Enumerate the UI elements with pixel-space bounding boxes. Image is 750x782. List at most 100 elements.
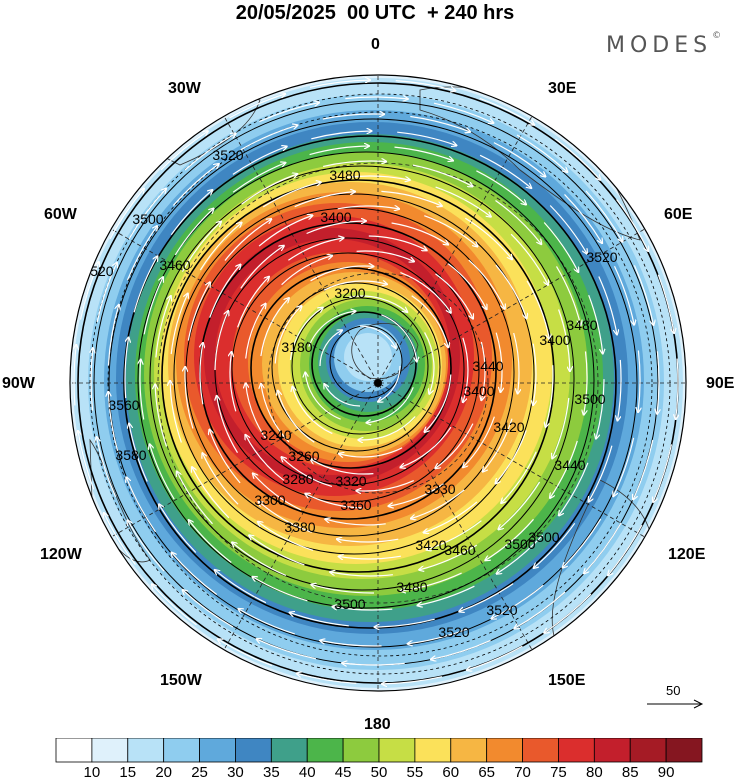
colorbar-swatch-1 [91, 738, 129, 763]
colorbar-tick-9: 55 [406, 764, 424, 781]
streamline-34 [357, 480, 415, 491]
streamline-194 [104, 513, 136, 565]
temp-contour-1 [107, 111, 653, 657]
streamline-96 [322, 161, 386, 167]
streamline-65 [337, 539, 399, 542]
streamline-148 [638, 350, 640, 412]
streamline-171 [342, 663, 405, 665]
streamline-152 [408, 628, 468, 644]
streamline-36 [230, 352, 237, 412]
streamline-19 [311, 459, 374, 475]
streamline-142 [170, 190, 212, 236]
streamline-172 [257, 639, 317, 660]
streamline-14 [278, 391, 315, 443]
meridian-150 [217, 105, 539, 661]
streamline-103 [401, 572, 462, 591]
streamline-7 [381, 314, 416, 362]
streamline-104 [312, 585, 375, 594]
streamline-135 [375, 618, 435, 627]
streamline-114 [588, 294, 603, 353]
streamline-32 [481, 341, 486, 400]
contour-label-33: 3580 [115, 447, 146, 463]
colorbar-tick-13: 75 [550, 764, 567, 781]
streamline-88 [499, 481, 541, 529]
colorbar-swatch-8 [342, 738, 380, 763]
streamline-166 [657, 351, 659, 413]
streamline-167 [633, 439, 654, 499]
streamline-107 [155, 385, 168, 447]
colorbar-swatch-3 [163, 738, 200, 763]
streamline-76 [427, 520, 482, 550]
colorbar-swatch-11 [450, 738, 488, 763]
streamline-71 [381, 190, 441, 206]
colorbar-swatch-12 [486, 738, 523, 763]
streamline-108 [155, 296, 171, 358]
lon-label-150w: 150W [160, 672, 202, 689]
streamline-77 [339, 556, 402, 559]
reference-vector-value: 50 [666, 683, 681, 698]
streamline-92 [192, 467, 230, 519]
streamline-54 [326, 519, 386, 526]
colorbar-tick-7: 45 [334, 764, 352, 781]
streamline-33 [436, 423, 474, 469]
streamline-6 [308, 311, 356, 347]
colorbar-swatch-13 [522, 738, 559, 763]
colorbar-swatch-15 [593, 738, 631, 763]
streamline-10 [289, 308, 322, 361]
streamline-116 [559, 462, 589, 516]
streamline-118 [418, 585, 475, 605]
height-contour-13 [271, 282, 441, 452]
contour-label-28: 3420 [493, 419, 524, 435]
meridian-120 [100, 222, 656, 544]
map-title: 20/05/2025 00 UTC + 240 hrs [235, 2, 515, 24]
colorbar-swatch-4 [199, 738, 236, 763]
map-boundary [69, 74, 687, 692]
streamline-106 [177, 472, 213, 525]
streamline-155 [172, 553, 218, 595]
streamline-86 [558, 309, 570, 372]
contour-label-13: 3320 [335, 473, 366, 489]
contour-label-22: 3520 [438, 624, 469, 640]
streamline-202 [395, 80, 455, 91]
streamline-16 [323, 281, 387, 291]
streamline-102 [486, 518, 534, 560]
streamline-115 [596, 379, 605, 438]
streamline-68 [187, 283, 210, 341]
streamline-31 [435, 273, 473, 319]
streamline-196 [74, 345, 76, 406]
height-contour-3 [123, 135, 617, 629]
contour-label-5: 3400 [320, 209, 351, 225]
streamline-29 [281, 256, 332, 286]
streamline-44 [306, 494, 364, 509]
streamline-75 [501, 451, 537, 503]
streamline-89 [419, 544, 478, 570]
streamline-9 [293, 387, 333, 435]
lon-label-120w: 120W [40, 546, 82, 563]
contour-label-24: 3500 [528, 529, 559, 545]
colorbar-tick-labels: 10 15 20 25 30 35 40 45 50 55 60 65 70 75 80 85 90 [0, 764, 750, 782]
streamline-200 [229, 94, 285, 119]
colorbar-swatch-5 [235, 738, 272, 763]
contour-label-14: 3330 [424, 481, 455, 497]
streamline-69 [224, 219, 271, 261]
streamline-35 [246, 435, 285, 481]
streamline-132 [589, 445, 613, 502]
contour-label-25: 3440 [554, 457, 585, 473]
colorbar-tick-16: 90 [657, 764, 675, 781]
streamline-42 [463, 416, 495, 467]
height-contour-8 [185, 207, 515, 537]
streamline-123 [140, 360, 145, 420]
lon-label-90e: 90E [706, 375, 735, 392]
streamline-203 [479, 97, 534, 124]
streamline-74 [546, 365, 554, 427]
lon-label-30e: 30E [548, 80, 577, 97]
brand-logo: MODES© [606, 31, 721, 58]
colorbar-swatch-16 [629, 738, 667, 763]
contour-label-7: 3200 [334, 285, 365, 301]
streamline-165 [633, 265, 653, 324]
streamline-201 [309, 80, 370, 88]
contour-labels: 3520 3480 3520 3480 3500 3400 3460 3200 3180 3240… [82, 147, 617, 640]
streamline-111 [394, 146, 453, 160]
streamline-84 [435, 186, 491, 217]
streamline-23 [400, 272, 450, 313]
